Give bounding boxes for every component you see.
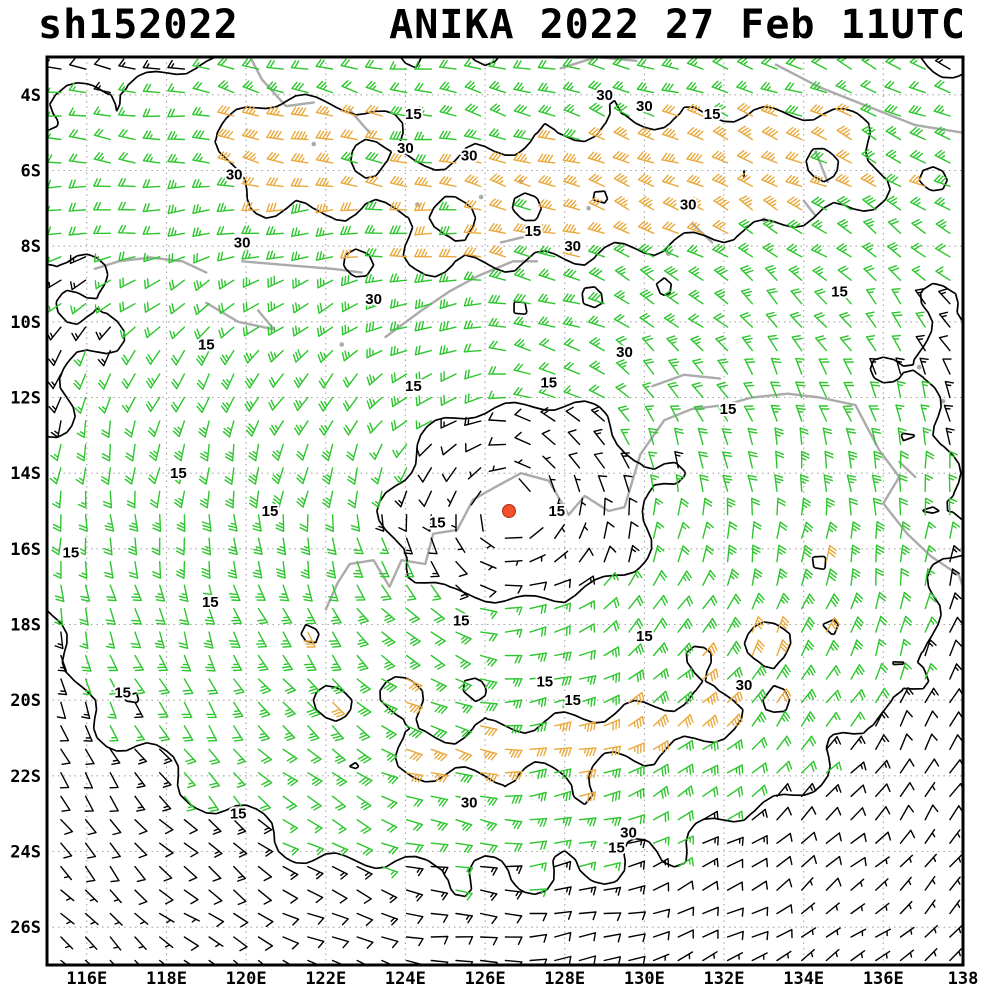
lon-tick-label: 122E <box>305 969 346 989</box>
isotach-label: 30 <box>234 234 251 251</box>
isotach-label: 15 <box>636 628 653 645</box>
isotach-label: 30 <box>226 166 243 183</box>
isotach-label: 15 <box>608 840 625 857</box>
lon-tick-label: 118E <box>146 969 187 989</box>
lat-tick-label: 8S <box>21 237 41 257</box>
isotach-label: 15 <box>429 514 446 531</box>
isotach-label: 15 <box>262 503 279 520</box>
isotach-label: 30 <box>616 344 633 361</box>
lon-tick-label: 134E <box>783 969 824 989</box>
lat-tick-label: 12S <box>10 389 41 409</box>
graticule-grid-layer <box>47 57 964 965</box>
isotach-label: 30 <box>397 140 414 157</box>
lon-tick-label: 136E <box>863 969 904 989</box>
isotach-label: 15 <box>720 401 737 418</box>
isotach-label: 15 <box>405 106 422 123</box>
lat-tick-label: 10S <box>10 313 41 333</box>
lat-tick-label: 26S <box>10 918 41 938</box>
isotach-label: 15 <box>114 685 131 702</box>
isotach-label: 15 <box>548 503 565 520</box>
isotach-label: 15 <box>405 378 422 395</box>
isotach-label: 15 <box>170 465 187 482</box>
lon-tick-label: 126E <box>465 969 506 989</box>
lat-tick-label: 6S <box>21 162 41 182</box>
isotach-label: 15 <box>564 692 581 709</box>
isotach-label: 30 <box>636 98 653 115</box>
lat-tick-label: 20S <box>10 691 41 711</box>
isotach-label: 15 <box>198 337 215 354</box>
isotach-label: 15 <box>63 545 80 562</box>
lon-tick-label: 132E <box>704 969 745 989</box>
map-frame <box>45 55 965 967</box>
isotach-label: 30 <box>365 291 382 308</box>
lat-tick-label: 18S <box>10 616 41 636</box>
wind-barb-layer <box>47 57 963 965</box>
isotach-label: 30 <box>564 238 581 255</box>
lat-tick-label: 22S <box>10 767 41 787</box>
lon-tick-label: 116E <box>66 969 107 989</box>
isotach-label: 30 <box>461 794 478 811</box>
isotach-label: 15 <box>453 613 470 630</box>
lat-tick-label: 14S <box>10 464 41 484</box>
lon-tick-label: 138 <box>948 969 979 989</box>
cyclone-dot <box>502 504 516 518</box>
axis-tick-labels: 116E 118E 120E 122E 124E 126E 128E 130E 132E 134E… <box>10 86 978 989</box>
storm-id-label: sh152022 <box>38 2 239 48</box>
isotach-label: 30 <box>620 825 637 842</box>
isotach-label: 15 <box>831 284 848 301</box>
isotach-label: 15 <box>202 594 219 611</box>
isotach-contour-layer <box>47 57 963 898</box>
isotach-label: 30 <box>736 677 753 694</box>
map-title: ANIKA 2022 27 Feb 11UTC <box>389 2 966 48</box>
isotach-label: 15 <box>540 374 557 391</box>
lon-tick-label: 124E <box>385 969 426 989</box>
isotach-label: 15 <box>704 106 721 123</box>
lon-tick-label: 120E <box>226 969 267 989</box>
title-bar: sh152022 ANIKA 2022 27 Feb 11UTC <box>0 0 986 55</box>
lat-tick-label: 24S <box>10 843 41 863</box>
isotach-label: 15 <box>230 806 247 823</box>
isotach-label: 30 <box>461 147 478 164</box>
lon-tick-label: 128E <box>544 969 585 989</box>
isotach-label: 15 <box>525 223 542 240</box>
lat-tick-label: 16S <box>10 540 41 560</box>
lon-tick-label: 130E <box>624 969 665 989</box>
isotach-label: 30 <box>596 87 613 104</box>
cyclone-center-symbol <box>502 504 516 518</box>
lat-tick-label: 4S <box>21 86 41 106</box>
isotach-label: 15 <box>536 673 553 690</box>
isotach-label: 30 <box>680 197 697 214</box>
